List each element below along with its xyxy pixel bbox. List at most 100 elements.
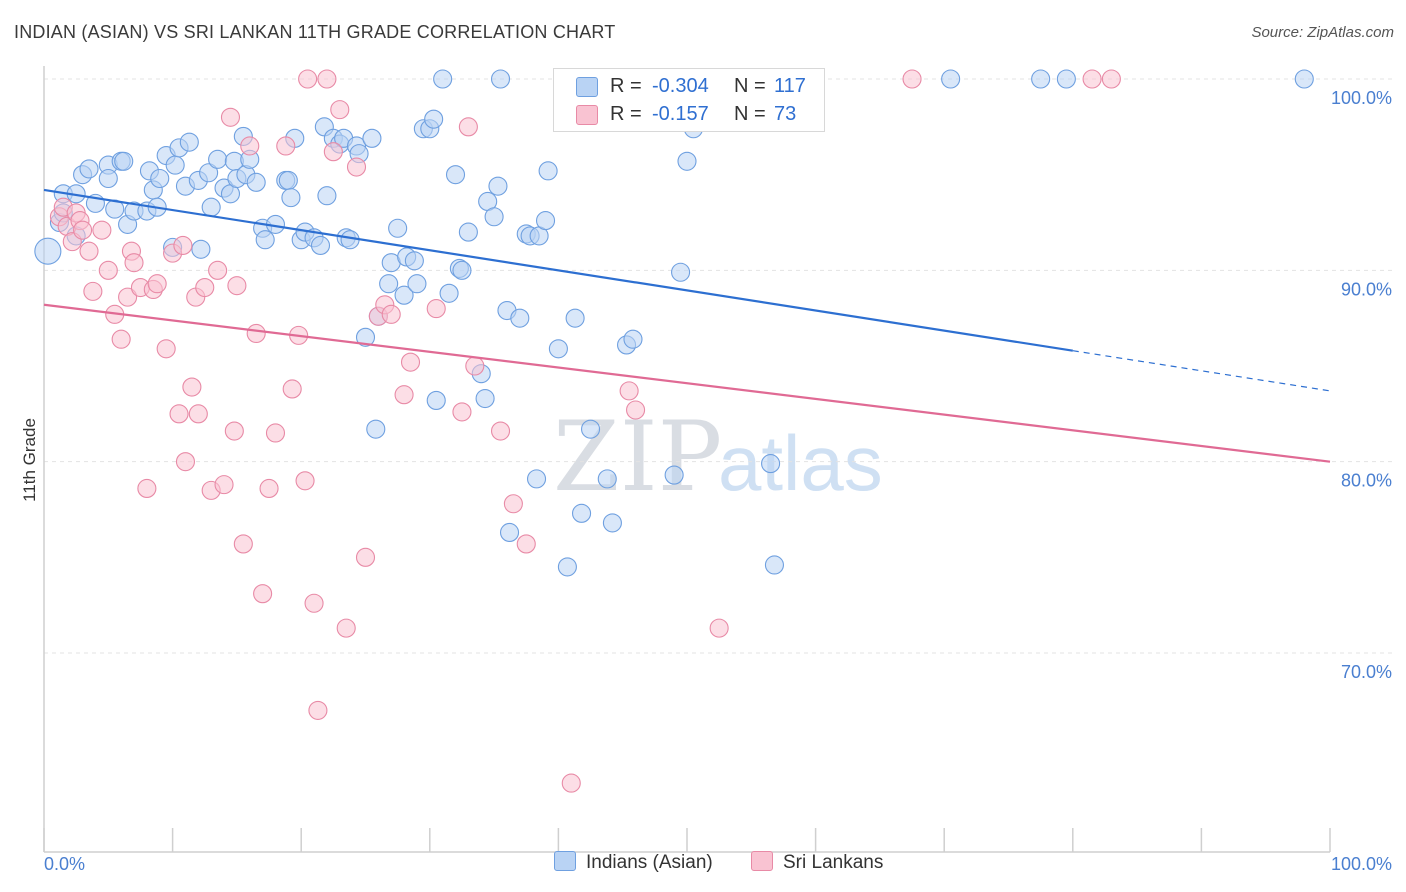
point-indians xyxy=(317,186,337,206)
point-indians xyxy=(526,469,547,489)
legend-swatch-indians xyxy=(554,851,576,871)
point-indians xyxy=(623,329,643,349)
point-srilankans xyxy=(308,700,328,720)
point-indians xyxy=(580,419,601,439)
point-srilankans xyxy=(465,356,485,376)
watermark-atlas: atlas xyxy=(718,419,883,507)
point-indians xyxy=(278,170,298,190)
y-tick-label: 80.0% xyxy=(1341,471,1392,491)
point-indians xyxy=(458,222,478,242)
point-srilankans xyxy=(156,339,176,359)
point-indians xyxy=(484,207,504,227)
stats-r-label: R = xyxy=(610,75,642,97)
point-indians xyxy=(475,388,495,409)
point-srilankans xyxy=(355,547,376,567)
point-indians xyxy=(362,128,382,148)
point-srilankans xyxy=(98,260,118,280)
point-indians xyxy=(366,419,386,439)
point-indians xyxy=(34,237,62,265)
point-indians xyxy=(761,454,781,474)
legend: Indians (Asian) Sri Lankans xyxy=(0,851,1406,877)
point-indians xyxy=(114,151,134,171)
point-indians xyxy=(499,522,520,543)
point-indians xyxy=(379,274,399,294)
point-srilankans xyxy=(503,494,523,514)
point-indians xyxy=(433,69,453,89)
y-tick-label: 70.0% xyxy=(1341,662,1392,682)
stats-n-value: 117 xyxy=(774,75,806,97)
point-indians xyxy=(548,339,568,359)
point-srilankans xyxy=(265,423,286,443)
point-srilankans xyxy=(561,773,581,793)
stats-row-indians: R = -0.304 N = 117 xyxy=(554,73,824,101)
point-indians xyxy=(677,151,697,171)
point-srilankans xyxy=(188,404,208,424)
point-indians xyxy=(165,155,185,175)
point-indians xyxy=(452,260,472,280)
y-axis-title: 11th Grade xyxy=(20,418,39,502)
point-srilankans xyxy=(173,235,193,256)
point-srilankans xyxy=(330,100,350,120)
point-indians xyxy=(1294,69,1314,89)
point-indians xyxy=(488,176,508,196)
legend-item-srilankans[interactable]: Sri Lankans xyxy=(751,851,883,874)
point-srilankans xyxy=(79,241,99,261)
point-indians xyxy=(388,218,408,238)
point-indians xyxy=(208,149,228,169)
stats-r-value: -0.157 xyxy=(652,103,709,125)
y-tick-labels: 70.0% 80.0% 90.0% 100.0% xyxy=(1331,88,1392,682)
point-srilankans xyxy=(224,421,244,441)
point-srilankans xyxy=(516,534,536,554)
point-srilankans xyxy=(246,323,266,344)
point-srilankans xyxy=(233,534,253,554)
trend-lines xyxy=(43,188,1331,463)
stats-r-label: R = xyxy=(610,103,642,125)
point-indians xyxy=(535,211,556,231)
point-indians xyxy=(191,239,211,259)
point-indians xyxy=(941,69,961,89)
point-srilankans xyxy=(182,377,202,397)
point-srilankans xyxy=(323,142,343,162)
point-indians xyxy=(404,251,424,271)
legend-item-indians[interactable]: Indians (Asian) xyxy=(554,851,713,874)
point-srilankans xyxy=(458,117,478,137)
point-indians xyxy=(310,235,331,256)
point-srilankans xyxy=(295,471,315,491)
point-srilankans xyxy=(490,421,511,441)
chart-title: INDIAN (ASIAN) VS SRI LANKAN 11TH GRADE … xyxy=(14,22,616,42)
point-srilankans xyxy=(169,404,189,424)
point-srilankans xyxy=(346,157,367,177)
point-srilankans xyxy=(227,276,247,296)
stats-n-value: 73 xyxy=(774,103,797,125)
stats-n-label: N = xyxy=(734,103,766,125)
point-indians xyxy=(407,274,427,294)
y-tick-label: 100.0% xyxy=(1331,88,1392,108)
point-srilankans xyxy=(83,281,103,301)
point-indians xyxy=(1056,69,1076,89)
point-indians xyxy=(424,109,444,129)
point-srilankans xyxy=(298,69,318,89)
watermark-zip: ZIP xyxy=(553,401,722,513)
point-indians xyxy=(538,161,558,181)
point-srilankans xyxy=(336,618,356,638)
point-srilankans xyxy=(111,329,131,349)
point-srilankans xyxy=(175,452,196,472)
point-srilankans xyxy=(626,400,646,420)
point-indians xyxy=(281,188,301,208)
y-tick-label: 90.0% xyxy=(1341,279,1392,299)
point-srilankans xyxy=(253,584,273,604)
point-indians xyxy=(179,132,199,152)
point-srilankans xyxy=(282,379,302,399)
axes xyxy=(43,66,1331,853)
point-srilankans xyxy=(92,220,112,240)
stats-row-srilankans: R = -0.157 N = 73 xyxy=(554,101,824,129)
trend-line-indians xyxy=(43,188,1073,352)
legend-label-indians: Indians (Asian) xyxy=(586,852,713,873)
point-indians xyxy=(201,197,221,217)
point-indians xyxy=(445,165,466,185)
x-tick-label: 100.0% xyxy=(1331,854,1392,874)
point-indians xyxy=(1031,69,1051,89)
point-indians xyxy=(394,285,414,305)
point-indians xyxy=(98,168,118,189)
